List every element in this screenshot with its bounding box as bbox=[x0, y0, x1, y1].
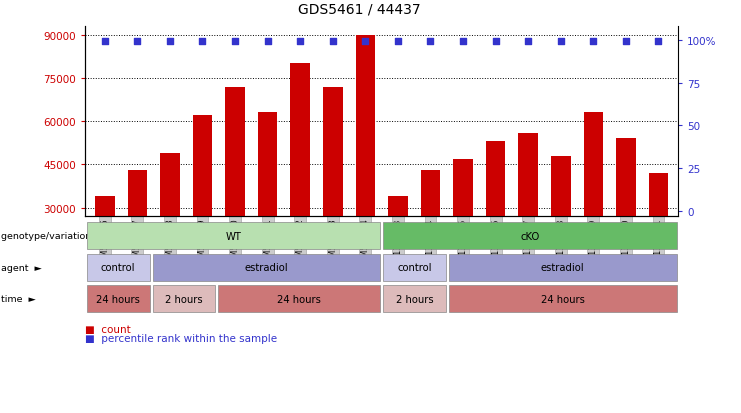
Text: time  ►: time ► bbox=[1, 294, 36, 303]
Text: 24 hours: 24 hours bbox=[277, 294, 321, 304]
Bar bbox=[160, 154, 179, 217]
Bar bbox=[421, 171, 440, 217]
Text: control: control bbox=[101, 262, 136, 273]
Point bbox=[262, 39, 273, 45]
Text: GDS5461 / 44437: GDS5461 / 44437 bbox=[298, 2, 421, 17]
Bar bbox=[453, 159, 473, 217]
Text: 24 hours: 24 hours bbox=[96, 294, 140, 304]
Bar bbox=[127, 171, 147, 217]
Bar bbox=[290, 64, 310, 217]
Text: estradiol: estradiol bbox=[541, 262, 585, 273]
Text: 24 hours: 24 hours bbox=[541, 294, 585, 304]
Text: cKO: cKO bbox=[520, 231, 539, 241]
Bar bbox=[258, 113, 277, 217]
Bar bbox=[388, 197, 408, 217]
Point bbox=[555, 39, 567, 45]
Point bbox=[196, 39, 208, 45]
Bar bbox=[616, 139, 636, 217]
Point bbox=[425, 39, 436, 45]
Bar bbox=[519, 133, 538, 217]
Point bbox=[490, 39, 502, 45]
Point bbox=[588, 39, 599, 45]
Bar bbox=[648, 173, 668, 217]
Text: 2 hours: 2 hours bbox=[396, 294, 433, 304]
Bar bbox=[193, 116, 212, 217]
Bar bbox=[95, 197, 115, 217]
Point bbox=[653, 39, 665, 45]
Point bbox=[620, 39, 632, 45]
Point bbox=[164, 39, 176, 45]
Point bbox=[457, 39, 469, 45]
Text: ■  percentile rank within the sample: ■ percentile rank within the sample bbox=[85, 334, 277, 344]
Point bbox=[359, 39, 371, 45]
Bar bbox=[356, 36, 375, 217]
Text: genotype/variation  ►: genotype/variation ► bbox=[1, 232, 104, 240]
Text: 2 hours: 2 hours bbox=[165, 294, 203, 304]
Text: agent  ►: agent ► bbox=[1, 263, 41, 272]
Point bbox=[294, 39, 306, 45]
Point bbox=[392, 39, 404, 45]
Bar bbox=[323, 87, 342, 217]
Bar bbox=[584, 113, 603, 217]
Point bbox=[327, 39, 339, 45]
Bar bbox=[551, 157, 571, 217]
Point bbox=[99, 39, 110, 45]
Text: estradiol: estradiol bbox=[245, 262, 288, 273]
Point bbox=[229, 39, 241, 45]
Bar bbox=[225, 87, 245, 217]
Bar bbox=[486, 142, 505, 217]
Text: control: control bbox=[397, 262, 432, 273]
Text: ■  count: ■ count bbox=[85, 324, 131, 334]
Point bbox=[131, 39, 143, 45]
Point bbox=[522, 39, 534, 45]
Text: WT: WT bbox=[225, 231, 242, 241]
